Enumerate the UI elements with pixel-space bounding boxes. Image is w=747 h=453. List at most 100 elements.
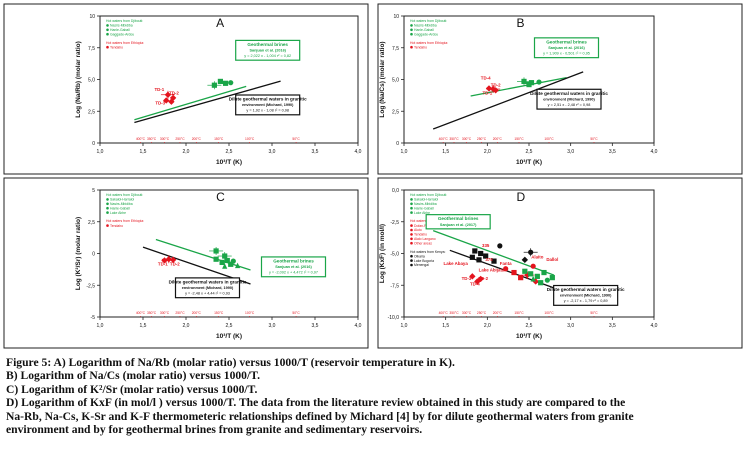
panel-letter: A (216, 16, 224, 30)
data-point (219, 259, 225, 265)
data-point (538, 280, 544, 286)
regression-line (432, 71, 584, 130)
caption-line-6: environment and by for geothermal brines… (6, 423, 423, 437)
legend-group-title: Hot waters from Djibouti: (410, 19, 447, 23)
x-tick-label: 4,0 (651, 149, 658, 155)
legend-marker (410, 241, 413, 245)
annotation-text: Geothermal brines (273, 258, 314, 263)
point-label: TD-2 (169, 91, 179, 96)
y-tick-label: 0,0 (392, 188, 399, 194)
regression-line (470, 76, 567, 97)
legend-item: Hanle-Gaball (414, 206, 434, 210)
legend-item: Gaggade-Ardou (414, 32, 438, 36)
data-point (169, 256, 177, 264)
panel-letter: B (517, 16, 525, 30)
data-point (222, 263, 228, 269)
temperature-label: 350°C (449, 311, 459, 315)
data-point (469, 273, 476, 280)
legend-item: Sakalol-Harralol (414, 198, 438, 202)
legend-item: Lake Abhe (414, 211, 430, 215)
data-point (521, 256, 529, 264)
legend-item: Tendaho (110, 45, 123, 49)
annotation-text: Geothermal brines (247, 42, 288, 47)
legend-marker (106, 32, 109, 36)
chart-panel-c: C 1,0 1,5 2,0 2,5 3,0 3,5 4,0 -5 -2,5 0 2,5 5 10³/T (… (3, 177, 369, 349)
data-point (483, 253, 489, 259)
temperature-label: 250°C (175, 137, 185, 141)
y-tick-label: 10 (89, 14, 95, 20)
temperature-label: 250°C (175, 311, 185, 315)
caption-line-1: Figure 5: A) Logarithm of Na/Rb (molar r… (6, 356, 455, 369)
chart-panel-a: A 1,0 1,5 2,0 2,5 3,0 3,5 4,0 0 2,5 5,0 7,5 10 10³/T … (3, 3, 369, 175)
annotation-box (235, 94, 301, 116)
annotation-text: Geothermal brines (438, 216, 479, 221)
legend-item: Alalo Langano (414, 237, 436, 241)
y-tick-label: 2,5 (392, 109, 399, 115)
legend-item: Lake Bogoria (414, 259, 434, 263)
annotation-text: Dilute geothermal waters in granitic (169, 279, 247, 284)
temperature-label: 150°C (514, 137, 524, 141)
legend-marker (410, 211, 413, 214)
data-point (213, 256, 219, 262)
y-tick-label: 2,5 (88, 220, 95, 226)
y-axis-label: Log (K²/Sr) (molar ratio) (75, 217, 82, 290)
legend-item: Nasirs-Mbidiba (414, 24, 437, 28)
temperature-label: 350°C (449, 137, 459, 141)
annotation-text: environment (Michard, 1990) (543, 97, 595, 101)
y-tick-label: 7,5 (392, 46, 399, 52)
annotation-text: Dilute geothermal waters in granitic (229, 97, 307, 102)
legend-item: Other areas (414, 241, 432, 245)
annotation-text: y = 1,909 x - 0,501 r² = 0,95 (543, 52, 590, 56)
legend-group-title: Hot waters from Djibouti: (410, 193, 447, 197)
legend-marker (410, 224, 413, 227)
x-tick-label: 3,5 (609, 323, 616, 329)
temperature-label: 100°C (245, 311, 255, 315)
data-point (222, 80, 229, 86)
legend-item: Nasirs-Mbidiba (414, 202, 437, 206)
regression-line (134, 85, 247, 121)
panel-letter: D (517, 190, 526, 204)
legend-item: Dofan-Fantale (414, 224, 436, 228)
data-point (163, 97, 170, 104)
point-label: Fanta (500, 261, 512, 266)
temperature-label: 300°C (160, 311, 170, 315)
x-tick-label: 1,5 (442, 149, 449, 155)
x-tick-label: 2,0 (484, 323, 491, 329)
data-point (491, 258, 497, 264)
point-label: TD-1 (158, 262, 168, 267)
point-label: TD-3 (462, 276, 472, 281)
annotation-text: y = 2,51 x - 2,48 r² = 0,98 (548, 103, 591, 107)
y-tick-label: 2,5 (88, 109, 95, 115)
caption-line-4: D) Logarithm of KxF (in mol/l ) versus 1… (6, 396, 626, 410)
legend-item: Hanle-Gaball (110, 206, 130, 210)
data-point (164, 91, 172, 98)
temperature-label: 150°C (514, 311, 524, 315)
legend-marker (410, 28, 413, 32)
y-tick-label: -10,0 (388, 315, 400, 321)
point-label: Lake Abaya (444, 261, 469, 266)
legend-item: Olkaria (414, 254, 425, 258)
y-tick-label: 5,0 (392, 78, 399, 84)
x-axis-label: 10³/T (K) (216, 333, 242, 340)
data-point (541, 269, 547, 276)
x-tick-label: 4,0 (355, 323, 362, 329)
data-point (544, 277, 550, 283)
annotation-text: environment (Michard, 1990) (242, 103, 294, 107)
data-point (168, 98, 175, 105)
y-tick-label: -5,0 (390, 252, 399, 258)
data-point (213, 248, 219, 254)
point-label: TD-3 (155, 100, 165, 105)
x-axis-label: 10³/T (K) (216, 159, 242, 166)
legend-marker (410, 32, 413, 36)
point-label: TD-2 (491, 82, 501, 87)
temperature-label: 200°C (192, 137, 202, 141)
temperature-label: 300°C (462, 137, 472, 141)
legend-marker (106, 211, 109, 214)
point-label: 375 (485, 257, 493, 262)
point-label: Alaito (531, 255, 544, 260)
data-point (530, 275, 536, 282)
data-point (222, 253, 228, 259)
y-tick-label: -2,5 (390, 220, 399, 226)
data-point (478, 250, 484, 257)
y-tick-label: 10 (393, 14, 399, 20)
